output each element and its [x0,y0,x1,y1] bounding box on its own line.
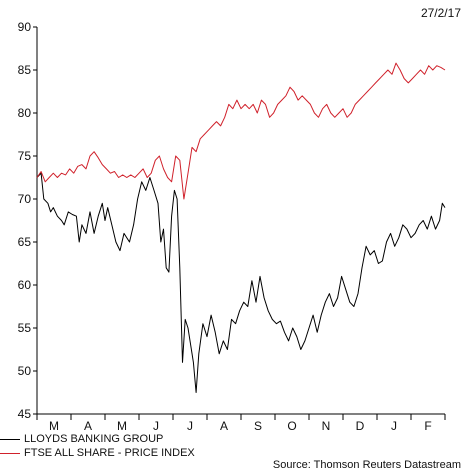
y-tick-label: 65 [18,235,32,249]
y-tick-label: 50 [18,364,32,378]
y-tick-label: 75 [18,149,32,163]
series-line-ftse [36,62,446,200]
x-tick-label: F [424,419,431,432]
x-tick-label: M [117,419,127,432]
legend-label-lloyds: LLOYDS BANKING GROUP [24,433,164,445]
x-tick-label: A [84,419,92,432]
chart-legend: LLOYDS BANKING GROUP FTSE ALL SHARE - PR… [0,432,195,460]
legend-label-ftse: FTSE ALL SHARE - PRICE INDEX [24,447,195,459]
y-tick-label: 90 [18,20,32,34]
x-tick-label: A [220,419,228,432]
y-tick-label: 85 [18,63,32,77]
y-tick-label: 55 [18,321,32,335]
legend-swatch-ftse [0,453,20,454]
y-tick-label: 80 [18,106,32,120]
series-line-lloyds [36,172,446,393]
chart-date: 27/2/17 [420,6,461,20]
y-tick-label: 70 [18,192,32,206]
y-tick-label: 60 [18,278,32,292]
x-tick-label: S [254,419,262,432]
chart-source: Source: Thomson Reuters Datastream [272,459,461,471]
legend-item-lloyds: LLOYDS BANKING GROUP [0,432,195,446]
x-tick-label: J [187,419,193,432]
x-tick-label: J [391,419,397,432]
x-tick-label: M [49,419,59,432]
legend-item-ftse: FTSE ALL SHARE - PRICE INDEX [0,446,195,460]
y-tick-label: 45 [18,407,32,421]
x-tick-label: N [322,419,331,432]
x-tick-label: O [287,419,296,432]
x-tick-label: D [356,419,365,432]
legend-swatch-lloyds [0,439,20,440]
line-chart: 45 50 55 60 65 70 75 80 85 90 M A M J J A S O N D J F [18,20,446,432]
x-tick-label: J [153,419,159,432]
